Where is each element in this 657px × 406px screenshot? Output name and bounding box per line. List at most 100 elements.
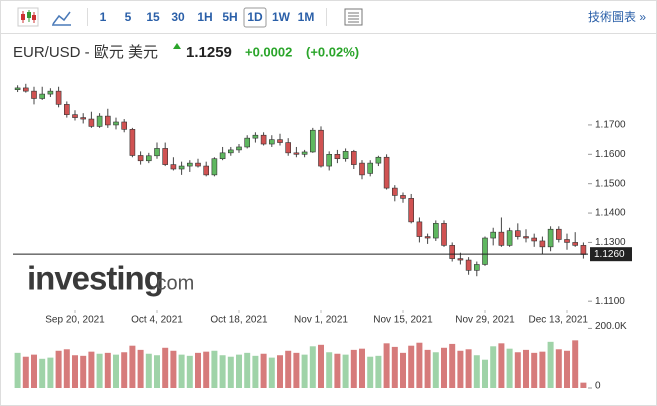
candle-body	[162, 148, 168, 165]
volume-bar	[227, 356, 234, 388]
interval-button[interactable]: 1W	[272, 10, 291, 24]
candle-body	[383, 156, 390, 189]
volume-bar	[236, 354, 242, 388]
volume-bar	[400, 352, 406, 388]
price-tag	[590, 247, 632, 262]
volume-bar	[564, 350, 570, 388]
volume-bar	[523, 349, 529, 388]
y-tick-label: 1.1500	[595, 178, 626, 189]
volume-bar	[498, 343, 505, 388]
table-icon[interactable]	[344, 8, 363, 26]
volume-bar	[285, 350, 292, 388]
volume-tick-label: 0	[595, 381, 601, 392]
candle-body	[39, 93, 46, 99]
candle-icon[interactable]	[17, 7, 39, 27]
volume-bar	[47, 357, 54, 388]
candle-body	[80, 117, 86, 120]
candle-body	[203, 165, 209, 176]
volume-bar	[473, 355, 480, 388]
volume-bar	[334, 353, 341, 388]
interval-button[interactable]: 30	[171, 10, 185, 24]
tech-chart-link[interactable]: 技術圖表 »	[588, 10, 646, 24]
volume-bar	[309, 346, 316, 388]
volume-bar	[104, 352, 111, 388]
x-tick-label: Dec 13, 2021	[529, 315, 589, 326]
candle-body	[64, 104, 70, 115]
volume-bar	[555, 349, 562, 388]
candle-body	[170, 164, 177, 170]
candle-body	[301, 151, 308, 155]
candle-body	[580, 245, 587, 255]
volume-bar	[350, 349, 357, 388]
candle-body	[88, 118, 95, 127]
candle-body	[342, 151, 349, 160]
candle-body	[350, 151, 357, 165]
icon-part	[348, 12, 359, 23]
candle-body	[236, 146, 242, 151]
volume-bar	[39, 358, 46, 388]
volume-bar	[129, 345, 136, 388]
candle-body	[490, 231, 497, 239]
candle-body	[121, 121, 127, 130]
volume-bar	[219, 355, 226, 388]
volume-bar	[391, 346, 398, 388]
volume-bar	[293, 352, 300, 388]
volume-bar	[301, 354, 308, 388]
candle-body	[375, 156, 382, 164]
candle-body	[219, 152, 226, 160]
candle-body	[555, 228, 562, 240]
line-icon[interactable]	[52, 11, 71, 26]
volume-bar	[432, 352, 439, 388]
candle-body	[309, 129, 316, 153]
candle-body	[55, 90, 62, 105]
candle-body	[564, 239, 570, 243]
candle-body	[531, 237, 538, 242]
interval-button[interactable]: 5	[125, 10, 132, 24]
watermark: .com	[151, 272, 194, 294]
candle-body	[96, 115, 103, 127]
interval-button[interactable]: 1H	[197, 10, 212, 24]
volume-bar	[441, 347, 447, 388]
interval-button[interactable]: 1	[100, 10, 107, 24]
volume-bar	[482, 359, 488, 388]
y-tick-label: 1.1600	[595, 149, 626, 160]
volume-bar	[490, 346, 497, 388]
interval-button[interactable]: 1D	[247, 10, 263, 24]
interval-button[interactable]: 1M	[298, 10, 315, 24]
candle-body	[547, 228, 554, 248]
volume-tick-label: 200.0K	[595, 321, 627, 332]
volume-bar	[211, 350, 218, 388]
volume-bar	[408, 345, 415, 388]
volume-bar	[31, 354, 37, 388]
candle-body	[72, 114, 78, 118]
interval-button[interactable]: 15	[146, 10, 160, 24]
last-price: 1.1259	[186, 44, 232, 61]
volume-bar	[547, 341, 554, 388]
volume-bar	[88, 351, 95, 388]
candle-body	[334, 154, 341, 160]
icon-part	[32, 15, 36, 20]
candle-body	[432, 223, 439, 239]
candle-body	[268, 139, 275, 145]
interval-button[interactable]: 5H	[222, 10, 237, 24]
candle-body	[285, 142, 292, 154]
y-tick-label: 1.1300	[595, 237, 626, 248]
volume-bar	[162, 347, 169, 388]
watermark: investing	[27, 260, 163, 297]
candle-body	[195, 162, 201, 167]
change-percent: (+0.02%)	[306, 44, 359, 59]
x-tick-label: Nov 29, 2021	[455, 315, 515, 326]
volume-bar	[63, 349, 70, 388]
volume-bar	[506, 348, 513, 388]
volume-bar	[580, 382, 587, 388]
volume-bar	[277, 355, 283, 388]
volume-bar	[268, 357, 275, 388]
volume-bar	[367, 356, 374, 388]
volume-bar	[22, 356, 29, 388]
candle-body	[252, 134, 259, 139]
x-tick-label: Oct 4, 2021	[131, 315, 183, 326]
candle-body	[408, 198, 415, 223]
candle-body	[523, 236, 529, 239]
y-tick-label: 1.1100	[595, 296, 625, 307]
volume-bar	[113, 354, 119, 388]
